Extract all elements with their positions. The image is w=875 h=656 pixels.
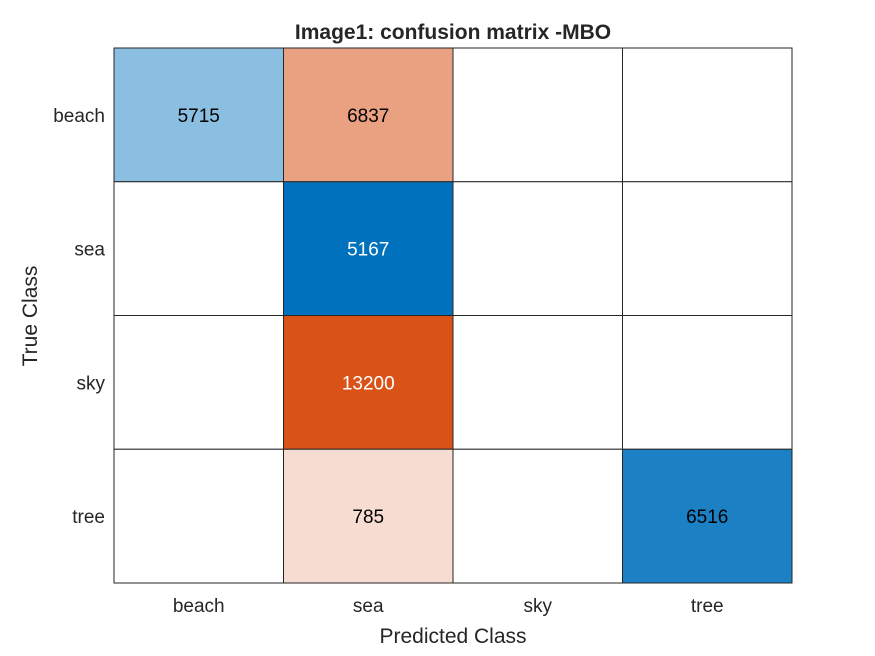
y-axis-label: True Class: [19, 266, 42, 367]
cell-value-beach-beach: 5715: [178, 106, 220, 127]
x-axis-label: Predicted Class: [379, 625, 526, 648]
matrix-cell-tree-sea: [283, 448, 454, 584]
cell-value-beach-sea: 6837: [347, 106, 389, 127]
matrix-cell-sky-tree: [622, 315, 793, 450]
matrix-cell-sea-sky: [452, 181, 623, 316]
matrix-cell-beach-sea: [283, 47, 454, 183]
matrix-cell-beach-beach: [113, 47, 284, 183]
column-tick-labels: beach sea sky tree: [173, 596, 724, 617]
row-tick-labels: beach sea sky tree: [53, 106, 105, 528]
matrix-cell-sky-sky: [452, 315, 623, 450]
matrix-cell-tree-beach: [113, 448, 284, 584]
matrix-cell-tree-tree: [622, 448, 793, 584]
matrix-cell-sea-tree: [622, 181, 793, 316]
matrix-cell-beach-tree: [622, 47, 793, 183]
cell-value-tree-tree: 6516: [686, 507, 728, 528]
row-label-sea: sea: [74, 240, 105, 261]
matrix-cell-sky-beach: [113, 315, 284, 450]
col-label-tree: tree: [691, 596, 724, 617]
matrix-cell-sky-sea: [283, 315, 454, 450]
col-label-sea: sea: [353, 596, 384, 617]
matrix-cells: 5715 6837 5167 13200 785 6516: [113, 47, 793, 584]
chart-title: Image1: confusion matrix -MBO: [295, 21, 611, 44]
col-label-beach: beach: [173, 596, 225, 617]
matrix-cell-tree-sky: [452, 448, 623, 584]
col-label-sky: sky: [524, 596, 553, 617]
row-label-beach: beach: [53, 106, 105, 127]
cell-value-tree-sea: 785: [352, 507, 384, 528]
cell-value-sea-sea: 5167: [347, 240, 389, 261]
row-label-tree: tree: [72, 507, 105, 528]
matrix-cell-beach-sky: [452, 47, 623, 183]
matrix-cell-sea-beach: [113, 181, 284, 316]
row-label-sky: sky: [77, 373, 106, 394]
cell-value-sky-sea: 13200: [342, 373, 395, 394]
matrix-cell-sea-sea: [283, 181, 454, 316]
